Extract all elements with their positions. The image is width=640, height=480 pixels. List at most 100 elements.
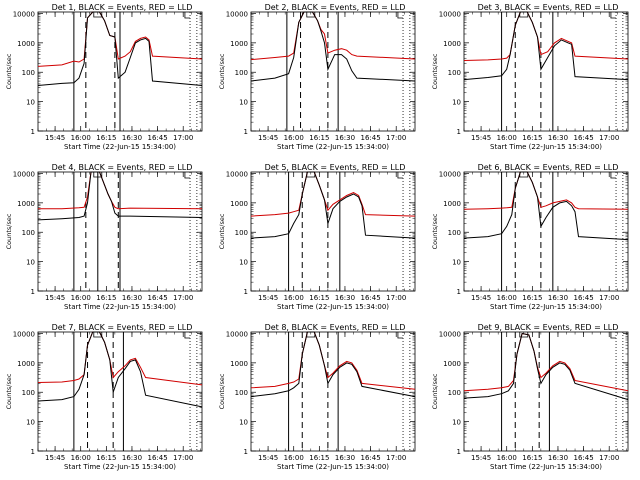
x-tick-label: 16:45 [360, 134, 380, 142]
y-tick-label: 10 [26, 99, 35, 107]
panel-det-2: Det 2, BLACK = Events, RED = LLD 1 10 100 10… [218, 3, 416, 151]
series-events-line [463, 171, 629, 241]
y-tick-label: 1000 [443, 360, 461, 368]
y-tick-label: 1000 [443, 40, 461, 48]
top-marker [93, 12, 103, 18]
x-tick-label: 16:15 [96, 134, 116, 142]
panel-det-5: Det 5, BLACK = Events, RED = LLD 1 10 100 10… [218, 163, 416, 311]
y-axis-label: Counts/sec [218, 53, 226, 89]
top-marker [397, 332, 403, 339]
plot-frame [250, 331, 416, 452]
y-tick-label: 10 [452, 99, 461, 107]
x-tick-label: 16:15 [522, 454, 542, 462]
y-axis-label: Counts/sec [5, 213, 13, 249]
y-tick-label: 1000 [443, 200, 461, 208]
series-lld-line [463, 171, 629, 210]
y-tick-label: 100 [22, 229, 35, 237]
series-lld-line [250, 331, 416, 390]
y-tick-label: 10 [239, 419, 248, 427]
y-tick-label: 10000 [226, 10, 248, 18]
y-tick-label: 10 [26, 419, 35, 427]
x-axis-label: Start Time (22-Jun-15 15:34:00) [64, 143, 176, 151]
top-marker [397, 172, 403, 179]
y-tick-label: 10000 [226, 330, 248, 338]
x-axis-label: Start Time (22-Jun-15 15:34:00) [64, 303, 176, 311]
panel-title: Det 5, BLACK = Events, RED = LLD [265, 163, 406, 172]
x-tick-label: 17:00 [599, 134, 619, 142]
y-tick-label: 100 [22, 389, 35, 397]
x-tick-label: 15:45 [258, 454, 278, 462]
panel-det-4: Det 4, BLACK = Events, RED = LLD 1 10 100 10… [5, 163, 203, 311]
y-tick-label: 1000 [230, 40, 248, 48]
x-tick-label: 15:45 [45, 134, 65, 142]
y-tick-label: 1 [31, 448, 35, 456]
series-events-line [250, 11, 416, 82]
x-tick-label: 16:45 [147, 454, 167, 462]
x-tick-label: 16:00 [284, 454, 304, 462]
x-tick-label: 16:45 [573, 134, 593, 142]
panel-title: Det 8, BLACK = Events, RED = LLD [265, 323, 406, 332]
y-tick-label: 10000 [226, 170, 248, 178]
y-tick-label: 1 [244, 288, 248, 296]
x-tick-label: 16:15 [96, 294, 116, 302]
x-tick-label: 15:45 [45, 294, 65, 302]
x-tick-label: 16:15 [522, 294, 542, 302]
x-tick-label: 15:45 [471, 134, 491, 142]
y-tick-label: 1 [31, 128, 35, 136]
series-events-line [250, 171, 416, 239]
plot-frame [463, 171, 629, 292]
y-axis-label: Counts/sec [431, 373, 439, 409]
x-tick-label: 16:30 [122, 454, 142, 462]
series-events-line [37, 171, 203, 221]
x-tick-label: 16:45 [360, 294, 380, 302]
panel-title: Det 7, BLACK = Events, RED = LLD [52, 323, 193, 332]
series-lld-line [463, 11, 629, 61]
x-tick-label: 15:45 [258, 134, 278, 142]
y-tick-label: 1 [31, 288, 35, 296]
y-tick-label: 1000 [230, 200, 248, 208]
plot-frame [250, 171, 416, 292]
x-tick-label: 16:30 [335, 134, 355, 142]
x-tick-label: 16:45 [573, 294, 593, 302]
x-tick-label: 16:15 [522, 134, 542, 142]
top-marker [93, 332, 103, 338]
series-lld-line [37, 331, 203, 386]
y-tick-label: 10000 [439, 10, 461, 18]
x-tick-label: 17:00 [386, 454, 406, 462]
panel-title: Det 4, BLACK = Events, RED = LLD [52, 163, 193, 172]
series-events-line [463, 11, 629, 81]
panel-title: Det 1, BLACK = Events, RED = LLD [52, 3, 193, 12]
y-axis-label: Counts/sec [5, 53, 13, 89]
plot-frame [463, 331, 629, 452]
x-tick-label: 16:00 [71, 294, 91, 302]
x-axis-label: Start Time (22-Jun-15 15:34:00) [277, 463, 389, 471]
top-marker [184, 172, 190, 179]
x-axis-label: Start Time (22-Jun-15 15:34:00) [277, 143, 389, 151]
x-tick-label: 17:00 [173, 294, 193, 302]
panel-det-6: Det 6, BLACK = Events, RED = LLD 1 10 100 10… [431, 163, 629, 311]
panel-det-1: Det 1, BLACK = Events, RED = LLD 1 10 100 10… [5, 3, 203, 151]
x-tick-label: 16:15 [96, 454, 116, 462]
series-events-line [463, 332, 629, 401]
y-axis-label: Counts/sec [431, 213, 439, 249]
top-marker [610, 172, 616, 179]
x-tick-label: 15:45 [471, 294, 491, 302]
x-tick-label: 16:00 [71, 134, 91, 142]
x-tick-label: 17:00 [386, 134, 406, 142]
y-tick-label: 1 [457, 448, 461, 456]
y-tick-label: 10 [239, 99, 248, 107]
y-tick-label: 1000 [230, 360, 248, 368]
x-tick-label: 16:00 [284, 134, 304, 142]
panel-title: Det 6, BLACK = Events, RED = LLD [478, 163, 619, 172]
series-lld-line [250, 11, 416, 61]
top-marker [610, 12, 616, 19]
x-tick-label: 16:00 [71, 454, 91, 462]
y-tick-label: 100 [235, 229, 248, 237]
x-axis-label: Start Time (22-Jun-15 15:34:00) [277, 303, 389, 311]
y-axis-label: Counts/sec [431, 53, 439, 89]
x-tick-label: 15:45 [45, 454, 65, 462]
series-events-line [37, 331, 203, 408]
x-axis-label: Start Time (22-Jun-15 15:34:00) [490, 463, 602, 471]
y-tick-label: 10 [452, 419, 461, 427]
